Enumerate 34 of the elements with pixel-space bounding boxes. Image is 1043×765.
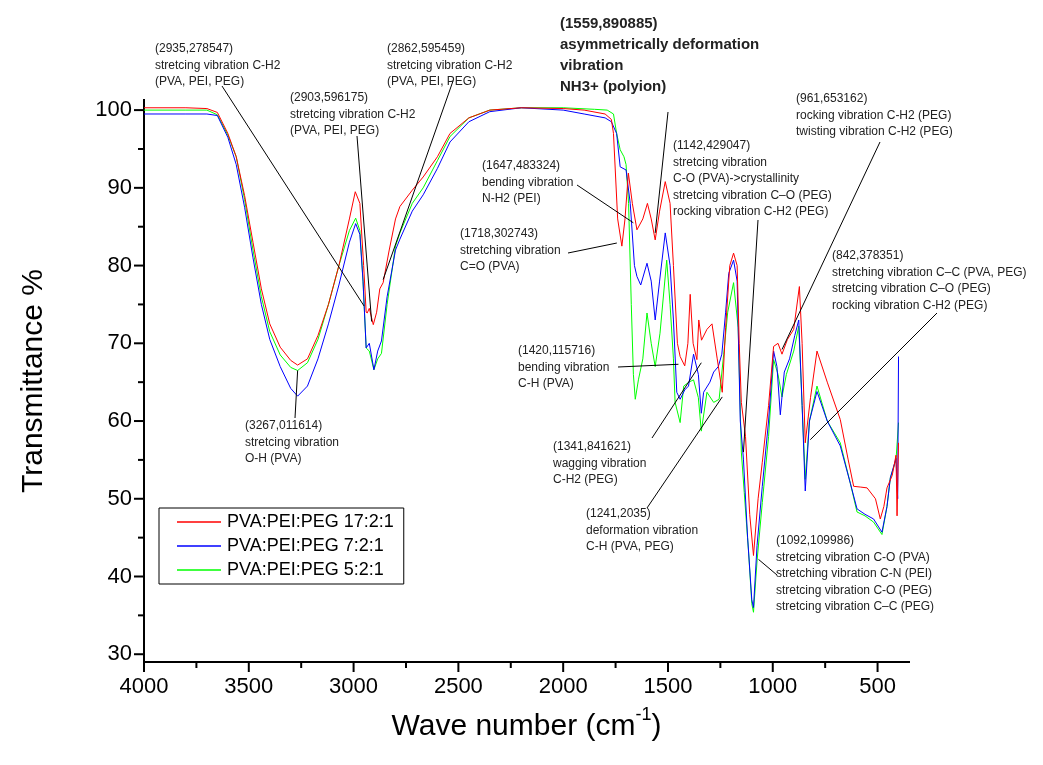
y-tick-label: 100: [95, 96, 132, 122]
annotation: (1559,890885) asymmetrically deformation vibration NH3+ (polyion): [560, 13, 760, 94]
legend-label: PVA:PEI:PEG 7:2:1: [227, 534, 384, 555]
annotation: (1341,841621) wagging vibration C-H2 (PEG): [552, 439, 647, 487]
annotation: (1420,115716) bending vibration C-H (PVA): [518, 343, 610, 391]
x-tick-label: 2000: [538, 673, 588, 699]
legend-label: PVA:PEI:PEG 5:2:1: [227, 558, 384, 579]
y-tick-label: 40: [107, 562, 132, 588]
y-tick-label: 90: [107, 173, 132, 199]
annotation: (1647,483324) bending vibration N-H2 (PEI): [482, 158, 574, 206]
x-tick-label: 4000: [119, 673, 169, 699]
y-tick-label: 50: [107, 484, 132, 510]
y-axis-title: Transmittance %: [15, 269, 49, 493]
x-tick-label: 1000: [748, 673, 798, 699]
annotation: (2903,596175) stretcing vibration C-H2 (PVA, PEI, PEG): [290, 90, 416, 138]
x-tick-label: 1500: [643, 673, 693, 699]
x-tick-label: 3000: [329, 673, 379, 699]
annotation: (1241,2035) deformation vibration C-H (PVA, PEG): [586, 506, 699, 554]
legend-label: PVA:PEI:PEG 17:2:1: [227, 510, 394, 531]
annotation: (961,653162) rocking vibration C-H2 (PEG) twisting vibration C-H2 (PEG): [796, 91, 953, 139]
y-tick-label: 70: [107, 329, 132, 355]
y-tick-label: 80: [107, 251, 132, 277]
x-tick-label: 2500: [433, 673, 483, 699]
y-tick-label: 30: [107, 640, 132, 666]
y-tick-label: 60: [107, 407, 132, 433]
annotation: (1142,429047) stretcing vibration C-O (PVA)->crystallinity stretcing vibration C–O (PEG) rocking vibration C-H2 (PEG): [673, 138, 832, 219]
annotation: (1718,302743) stretching vibration C=O (PVA): [460, 226, 561, 274]
x-tick-label: 500: [859, 673, 896, 699]
annotation: (1092,109986) stretcing vibration C-O (PVA) stretching vibration C-N (PEI) stretcing vibration C-O (PEG) stretcing vibration C–C (PEG): [776, 533, 935, 614]
annotation: (2935,278547) stretcing vibration C-H2 (PVA, PEI, PEG): [155, 41, 281, 89]
x-tick-label: 3500: [224, 673, 274, 699]
annotation: (3267,011614) stretcing vibration O-H (PVA): [245, 418, 340, 466]
annotation: (2862,595459) stretcing vibration C-H2 (PVA, PEI, PEG): [387, 41, 513, 89]
annotation: (842,378351) stretching vibration C–C (PVA, PEG) stretcing vibration C–O (PEG) rocking vibration C-H2 (PEG): [832, 248, 1027, 312]
